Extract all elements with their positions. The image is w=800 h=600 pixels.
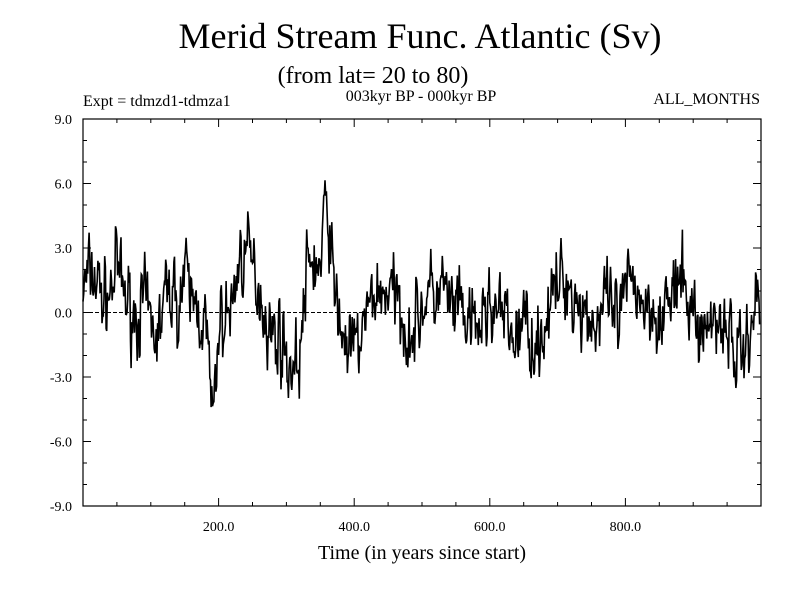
y-tick-label: 3.0 xyxy=(55,242,73,257)
y-tick-label: 9.0 xyxy=(55,113,73,128)
x-tick-label: 200.0 xyxy=(203,520,235,535)
x-axis-label: Time (in years since start) xyxy=(318,542,526,564)
y-axis: 9.0 6.0 3.0 0.0 -3.0 -6.0 -9.0 xyxy=(50,113,761,515)
y-tick-label: 0.0 xyxy=(55,307,73,322)
y-tick-label: -9.0 xyxy=(50,500,72,515)
x-tick-label: 800.0 xyxy=(610,520,642,535)
chart-title: Merid Stream Func. Atlantic (Sv) xyxy=(179,16,662,56)
experiment-label: Expt = tdmzd1-tdmza1 xyxy=(83,93,231,110)
y-tick-label: -6.0 xyxy=(50,436,72,451)
chart-subtitle: (from lat= 20 to 80) xyxy=(278,63,469,89)
y-tick-label: 6.0 xyxy=(55,178,73,193)
series-line xyxy=(82,180,761,408)
y-tick-label: -3.0 xyxy=(50,371,72,386)
x-tick-label: 600.0 xyxy=(474,520,506,535)
months-label: ALL_MONTHS xyxy=(653,91,760,108)
series-layer xyxy=(82,180,761,408)
x-axis: 200.0 400.0 600.0 800.0 xyxy=(116,119,762,535)
period-label: 003kyr BP - 000kyr BP xyxy=(346,88,497,105)
x-tick-label: 400.0 xyxy=(338,520,370,535)
